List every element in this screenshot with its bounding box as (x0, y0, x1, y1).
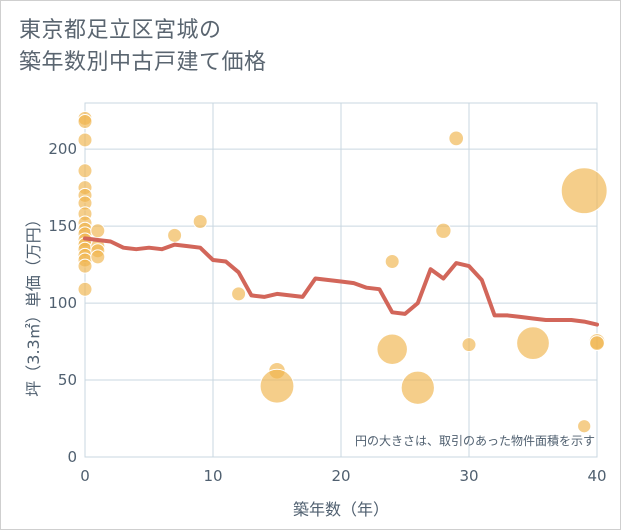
x-axis-label: 築年数（年） (293, 500, 389, 519)
axis-ticks: 0 10 20 30 40 0 50 100 150 200 (48, 140, 606, 485)
bubble-point (448, 130, 465, 147)
bubble-point (577, 419, 592, 434)
bubble-point (192, 214, 208, 230)
bubble-point (231, 286, 247, 302)
bubble-point (400, 370, 435, 405)
bubble-point (589, 335, 605, 351)
bubble-point (77, 258, 93, 274)
chart-title: 東京都足立区宮城の 築年数別中古戸建て価格 (19, 15, 267, 79)
x-tick-label: 10 (203, 467, 222, 485)
y-tick-label: 50 (58, 371, 77, 389)
chart-title-line1: 東京都足立区宮城の (19, 18, 222, 43)
bubble-point (435, 222, 452, 239)
chart-title-line2: 築年数別中古戸建て価格 (19, 50, 267, 75)
bubble-point (167, 227, 183, 243)
bubble-point (90, 249, 106, 265)
y-tick-label: 200 (48, 140, 77, 158)
bubble-point (90, 223, 106, 239)
x-tick-label: 20 (331, 467, 350, 485)
bubble-series (77, 110, 608, 434)
bubble-point (461, 337, 477, 353)
bubble-point (376, 333, 408, 365)
bubble-point (77, 132, 93, 148)
grid (84, 102, 598, 458)
bubble-point (77, 113, 93, 129)
trend-line (83, 236, 599, 327)
bubble-point (384, 254, 400, 270)
x-tick-label: 30 (459, 467, 478, 485)
y-tick-label: 150 (48, 217, 77, 235)
bubble-point (516, 326, 550, 360)
bubble-point (259, 368, 295, 404)
y-axis-label: 坪（3.3㎡）単価（万円） (24, 211, 43, 396)
y-tick-label: 0 (67, 448, 77, 466)
size-legend-note: 円の大きさは、取引のあった物件面積を示す (355, 433, 595, 448)
y-tick-label: 100 (48, 294, 77, 312)
trend-series (83, 236, 599, 327)
x-tick-label: 40 (587, 467, 606, 485)
x-tick-label: 0 (80, 467, 90, 485)
bubble-point (560, 167, 608, 215)
bubble-point (77, 163, 93, 179)
bubble-point (77, 281, 93, 297)
